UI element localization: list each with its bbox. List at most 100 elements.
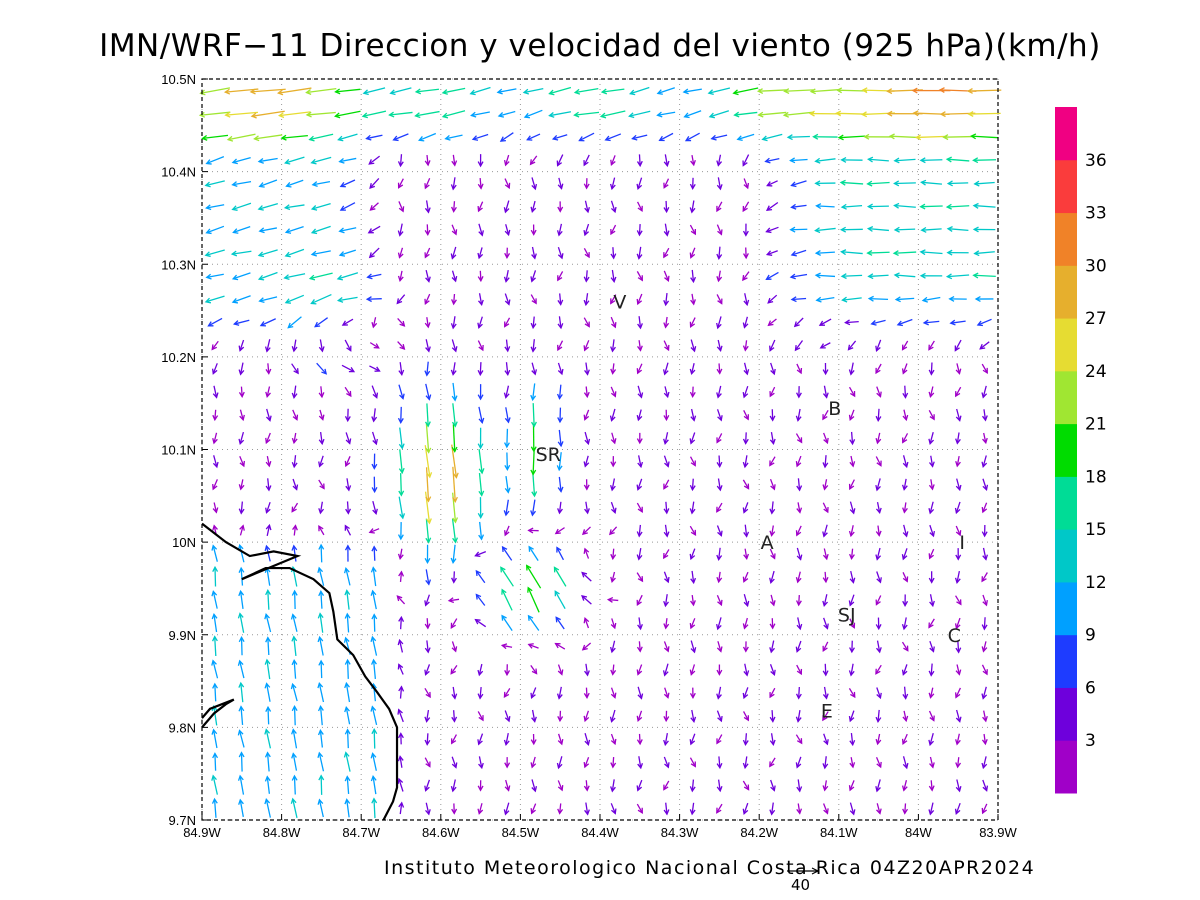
wind-vector xyxy=(530,733,537,746)
wind-vector xyxy=(316,362,328,375)
wind-vector xyxy=(211,728,218,749)
wind-vector xyxy=(849,455,856,468)
wind-vector xyxy=(578,132,595,142)
wind-vector xyxy=(796,547,803,561)
wind-vector xyxy=(317,705,324,726)
wind-vector xyxy=(893,157,916,164)
wind-vector xyxy=(902,502,908,514)
wind-vector xyxy=(451,803,458,815)
wind-vector xyxy=(556,154,564,167)
wind-vector xyxy=(292,524,298,536)
wind-vector xyxy=(212,385,219,399)
wind-vector xyxy=(531,246,537,260)
wind-vector xyxy=(398,685,405,699)
wind-vector xyxy=(311,181,331,187)
wind-vector xyxy=(583,455,590,468)
wind-vector xyxy=(344,544,351,562)
wind-vector xyxy=(716,316,722,330)
wind-vector xyxy=(345,432,352,445)
wind-vector xyxy=(397,708,404,723)
wind-vector xyxy=(769,339,776,352)
wind-vector xyxy=(636,779,643,792)
wind-vector xyxy=(919,272,943,279)
wind-vector xyxy=(765,226,779,234)
wind-vector xyxy=(875,478,881,492)
colorbar-label: 30 xyxy=(1085,256,1107,276)
wind-vector xyxy=(551,134,568,141)
wind-vector xyxy=(954,802,961,815)
wind-vector xyxy=(610,571,616,584)
wind-vector xyxy=(875,617,882,631)
wind-vector xyxy=(663,270,670,282)
wind-vector xyxy=(370,635,378,656)
wind-vector xyxy=(398,201,405,213)
wind-vector xyxy=(981,664,988,676)
wind-vector xyxy=(823,617,829,630)
lon-tick-label: 84.6W xyxy=(422,825,460,840)
wind-vector xyxy=(875,547,882,561)
wind-vector xyxy=(450,246,457,260)
wind-vector xyxy=(318,409,325,421)
wind-vector xyxy=(207,317,223,327)
wind-vector xyxy=(815,296,835,303)
wind-vector xyxy=(610,432,617,445)
wind-vector xyxy=(663,687,670,699)
wind-vector xyxy=(919,157,943,164)
wind-vector xyxy=(769,525,776,537)
wind-vector xyxy=(238,751,245,772)
town-labels: V SR B A I SJ C E xyxy=(536,291,965,722)
wind-vector xyxy=(637,455,644,469)
wind-vector xyxy=(742,154,750,167)
wind-vector xyxy=(238,431,245,446)
wind-vector xyxy=(370,705,378,726)
wind-vector xyxy=(478,223,484,237)
wind-vector xyxy=(253,134,283,142)
wind-vector xyxy=(441,87,466,95)
wind-vector xyxy=(981,572,988,583)
wind-vector xyxy=(522,87,544,95)
wind-vector xyxy=(844,319,859,326)
wind-vector xyxy=(901,641,909,652)
wind-vector xyxy=(424,403,431,428)
wind-vector xyxy=(287,316,302,329)
wind-vector xyxy=(689,386,696,398)
wind-vector xyxy=(663,386,670,399)
wind-vector xyxy=(743,293,750,307)
wind-vector xyxy=(338,249,356,257)
wind-vector xyxy=(291,752,298,771)
wind-vector xyxy=(743,548,750,561)
wind-vector xyxy=(876,386,882,398)
wind-vector xyxy=(849,757,856,769)
wind-vector xyxy=(531,779,538,793)
wind-vector xyxy=(716,686,722,700)
wind-vector xyxy=(424,709,431,723)
wind-vector xyxy=(528,545,539,561)
wind-vector xyxy=(815,203,835,210)
wind-vector xyxy=(367,225,381,234)
wind-vector xyxy=(581,594,592,605)
wind-vector xyxy=(954,617,961,630)
wind-vector xyxy=(345,501,352,515)
wind-vector xyxy=(902,572,909,583)
wind-vector xyxy=(663,316,670,329)
wind-vector xyxy=(205,273,224,280)
town-label: B xyxy=(828,398,841,420)
wind-vector xyxy=(690,155,696,167)
wind-vector xyxy=(212,682,218,702)
wind-vector xyxy=(689,432,696,445)
wind-vector xyxy=(796,779,803,793)
wind-vector xyxy=(814,250,835,256)
wind-vector xyxy=(581,571,592,582)
wind-vector xyxy=(501,545,513,561)
wind-vector xyxy=(982,779,989,792)
wind-vector xyxy=(477,270,484,283)
wind-vector xyxy=(475,569,486,584)
wind-vector xyxy=(531,709,537,723)
wind-vector xyxy=(334,88,361,95)
wind-vector xyxy=(310,293,332,305)
wind-vector xyxy=(238,339,245,352)
wind-vector xyxy=(769,618,776,630)
wind-vector xyxy=(789,273,808,280)
wind-vector xyxy=(469,86,491,96)
